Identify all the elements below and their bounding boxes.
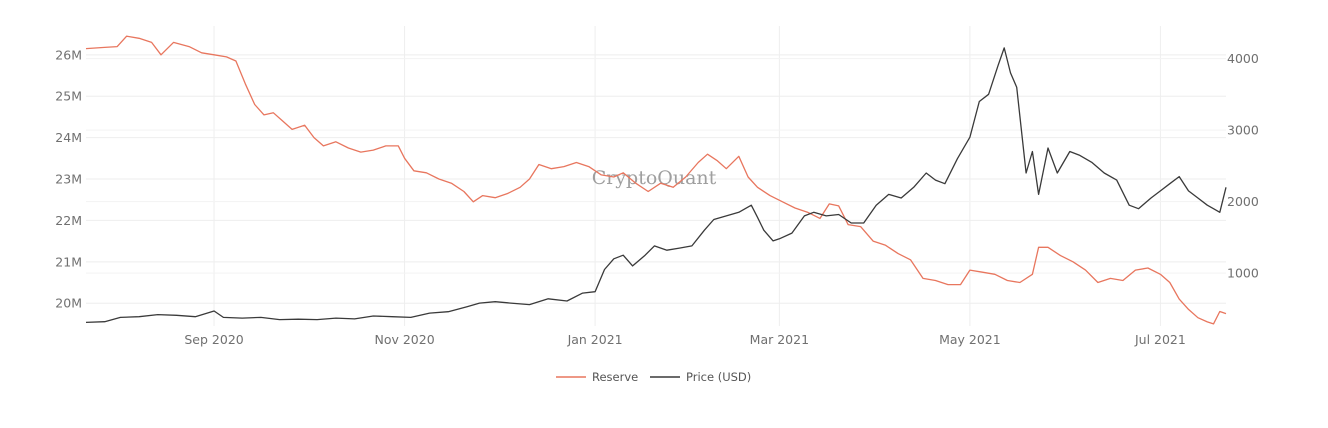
series-line-price <box>85 47 1227 324</box>
y-left-tick-label: 24M <box>55 130 82 145</box>
y-left-tick-label: 23M <box>55 172 82 187</box>
x-tick-label: Nov 2020 <box>374 332 434 347</box>
legend-label-0[interactable]: Reserve <box>592 370 638 384</box>
y-right-tick-label: 3000 <box>1227 123 1259 138</box>
x-tick-label: Jul 2021 <box>1134 332 1186 347</box>
y-left-tick-label: 26M <box>55 47 82 62</box>
x-tick-label: Mar 2021 <box>750 332 809 347</box>
y-right-tick-label: 1000 <box>1227 266 1259 281</box>
series-line-reserve <box>85 35 1227 325</box>
y-left-tick-label: 21M <box>55 254 82 269</box>
legend-label-1[interactable]: Price (USD) <box>686 370 751 384</box>
legend: Reserve Price (USD) <box>556 370 751 384</box>
x-tick-label: Jan 2021 <box>567 332 623 347</box>
y-left-tick-label: 22M <box>55 213 82 228</box>
y-right-tick-label: 4000 <box>1227 51 1259 66</box>
axis-labels: Sep 2020 Nov 2020 Jan 2021 Mar 2021 May 2021… <box>55 47 1259 347</box>
x-tick-label: May 2021 <box>939 332 1001 347</box>
series-layer <box>85 35 1227 325</box>
watermark: CryptoQuant <box>592 167 717 189</box>
y-right-tick-label: 2000 <box>1227 194 1259 209</box>
y-left-tick-label: 25M <box>55 89 82 104</box>
y-left-tick-label: 20M <box>55 296 82 311</box>
x-tick-label: Sep 2020 <box>184 332 243 347</box>
